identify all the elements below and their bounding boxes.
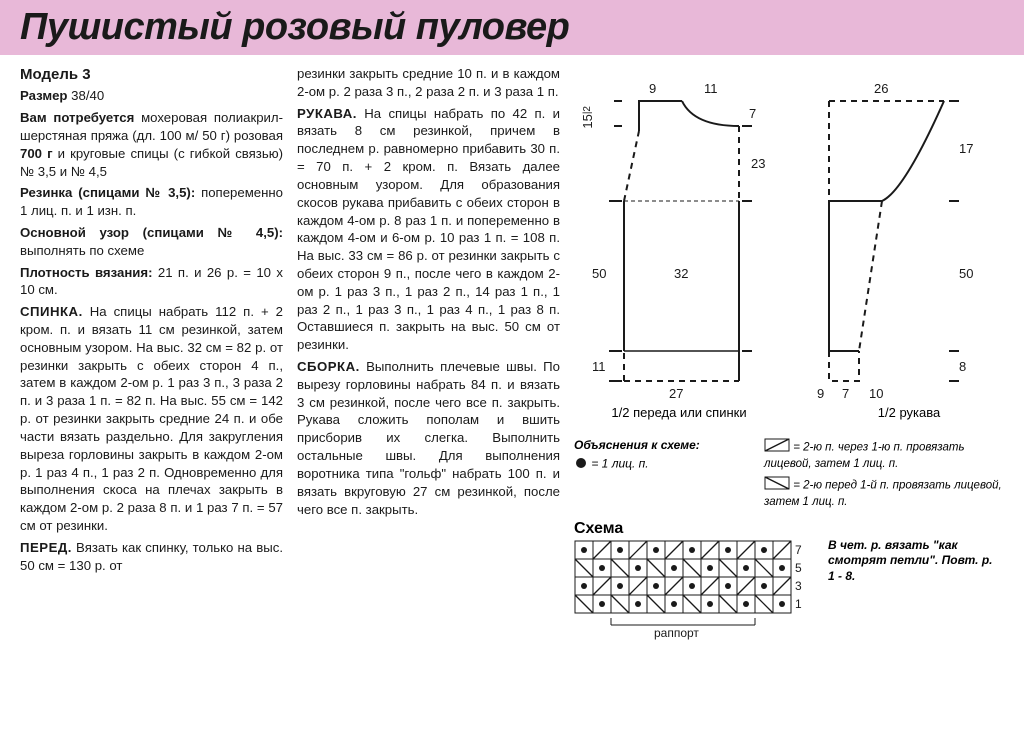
- schema-note: В чет. р. вязать "как смотрят петли". По…: [828, 520, 998, 585]
- diagram-panel: 9 11 7 15|2 23 50 32 11 27 1/2 переда ил…: [574, 65, 1004, 640]
- main-pattern: Основной узор (спицами № 4,5): выполнять…: [20, 224, 283, 260]
- schema-title: Схема: [574, 520, 804, 538]
- dim-top-curve: 7: [749, 106, 756, 121]
- dot-icon: [574, 456, 588, 473]
- schema-left: Схема: [574, 520, 804, 640]
- dim-top-right: 11: [704, 81, 718, 96]
- dim-w10: 10: [869, 386, 883, 401]
- dim-8: 8: [959, 359, 966, 374]
- sleeves-section: РУКАВА. На спицы набрать по 42 п. и вяза…: [297, 105, 560, 354]
- dim-17: 17: [959, 141, 973, 156]
- legend-r1: = 2-ю п. через 1-ю п. провязать лицевой,…: [764, 442, 965, 470]
- title-band: Пушистый розовый пуловер: [0, 0, 1024, 55]
- dim-27: 27: [669, 386, 683, 401]
- svg-text:3: 3: [795, 579, 802, 593]
- column-1: Модель 3 Размер 38/40 Вам потребуется мо…: [20, 65, 283, 640]
- sleeve-schematic: 26 17 50 8 9 7 10 1/2 рукава: [814, 71, 1004, 420]
- dim-26: 26: [874, 81, 888, 96]
- legend-left: Объяснения к схеме: = 1 лиц. п.: [574, 438, 734, 473]
- legend-row: Объяснения к схеме: = 1 лиц. п. = 2-ю п.…: [574, 438, 1004, 510]
- sleeve-caption: 1/2 рукава: [814, 405, 1004, 420]
- legend-dot: = 1 лиц. п.: [591, 457, 648, 471]
- dim-s50: 50: [959, 266, 973, 281]
- svg-text:5: 5: [795, 561, 802, 575]
- rib-pattern: Резинка (спицами № 3,5): попеременно 1 л…: [20, 184, 283, 220]
- slant-right-icon: [764, 438, 790, 457]
- content-row: Модель 3 Размер 38/40 Вам потребуется мо…: [0, 65, 1024, 640]
- front-section: ПЕРЕД. Вязать как спинку, только на выс.…: [20, 539, 283, 575]
- assembly-section: СБОРКА. Выполнить плечевые швы. По вырез…: [297, 358, 560, 518]
- size-value: 38/40: [71, 88, 104, 103]
- dim-11: 11: [592, 359, 606, 374]
- page-title: Пушистый розовый пуловер: [20, 6, 1004, 49]
- instruction-columns: Модель 3 Размер 38/40 Вам потребуется мо…: [20, 65, 560, 640]
- stitch-chart: 7 5 3 1 раппорт: [574, 540, 804, 640]
- body-caption: 1/2 переда или спинки: [574, 405, 784, 420]
- legend-r2: = 2-ю перед 1-й п. провязать лицевой, за…: [764, 479, 1002, 507]
- dim-w9: 9: [817, 386, 824, 401]
- svg-text:7: 7: [795, 543, 802, 557]
- legend-heading: Объяснения к схеме:: [574, 438, 700, 452]
- schema-block: Схема: [574, 520, 1004, 640]
- dim-top-left: 9: [649, 81, 656, 96]
- svg-text:1: 1: [795, 597, 802, 611]
- column-2: резинки закрыть средние 10 п. и в каждом…: [297, 65, 560, 640]
- dim-50: 50: [592, 266, 606, 281]
- legend-right: = 2-ю п. через 1-ю п. провязать лицевой,…: [764, 438, 1004, 510]
- materials: Вам потребуется мохеровая полиакрил-шерс…: [20, 109, 283, 180]
- size-label: Размер: [20, 88, 68, 103]
- dim-15-2: 15|2: [580, 106, 595, 129]
- model-number: Модель 3: [20, 65, 283, 85]
- dim-23: 23: [751, 156, 765, 171]
- gauge: Плотность вязания: 21 п. и 26 р. = 10 x …: [20, 264, 283, 300]
- schematics-row: 9 11 7 15|2 23 50 32 11 27 1/2 переда ил…: [574, 71, 1004, 420]
- size-line: Размер 38/40: [20, 87, 283, 105]
- front-continued: резинки закрыть средние 10 п. и в каждом…: [297, 65, 560, 101]
- dim-w7: 7: [842, 386, 849, 401]
- slant-left-icon: [764, 476, 790, 495]
- body-schematic: 9 11 7 15|2 23 50 32 11 27 1/2 переда ил…: [574, 71, 784, 420]
- back-section: СПИНКА. На спицы набрать 112 п. + 2 кром…: [20, 303, 283, 535]
- dim-32: 32: [674, 266, 688, 281]
- rapport-label: раппорт: [654, 626, 699, 640]
